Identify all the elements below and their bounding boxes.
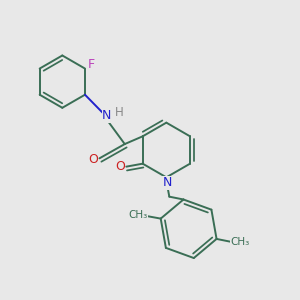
Text: N: N: [102, 109, 112, 122]
Text: O: O: [115, 160, 125, 173]
Text: H: H: [115, 106, 124, 119]
Text: N: N: [162, 176, 172, 189]
Text: F: F: [88, 58, 95, 70]
Text: O: O: [88, 153, 98, 166]
Text: CH₃: CH₃: [128, 210, 147, 220]
Text: CH₃: CH₃: [230, 237, 249, 247]
